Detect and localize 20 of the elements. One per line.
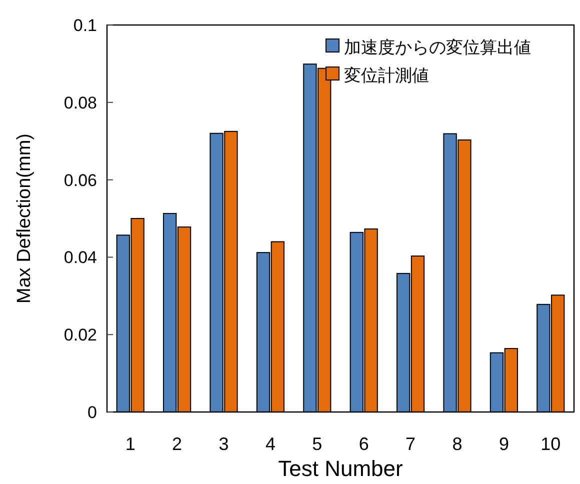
y-tick-label: 0 bbox=[88, 402, 97, 422]
x-tick-label: 4 bbox=[265, 434, 276, 454]
x-tick-label: 1 bbox=[125, 434, 136, 454]
legend-label: 変位計測値 bbox=[344, 66, 429, 85]
y-axis-title: Max Deflection(mm) bbox=[14, 134, 35, 304]
x-tick-label: 2 bbox=[172, 434, 182, 454]
y-tick-label: 0.08 bbox=[64, 93, 97, 112]
x-tick-label: 3 bbox=[218, 434, 229, 454]
x-tick-label: 10 bbox=[540, 434, 561, 454]
x-tick-label: 7 bbox=[406, 434, 416, 454]
y-tick-label: 0.1 bbox=[73, 16, 97, 35]
y-tick-label: 0.02 bbox=[64, 326, 97, 345]
x-axis-title: Test Number bbox=[278, 456, 403, 481]
x-tick-label: 9 bbox=[498, 434, 509, 454]
legend-label: 加速度からの変位算出値 bbox=[344, 38, 531, 57]
x-tick-label: 5 bbox=[312, 434, 322, 454]
x-tick-label: 6 bbox=[358, 434, 369, 454]
y-tick-label: 0.06 bbox=[64, 170, 97, 190]
x-tick-label: 8 bbox=[452, 434, 462, 454]
y-tick-label: 0.04 bbox=[64, 248, 97, 268]
